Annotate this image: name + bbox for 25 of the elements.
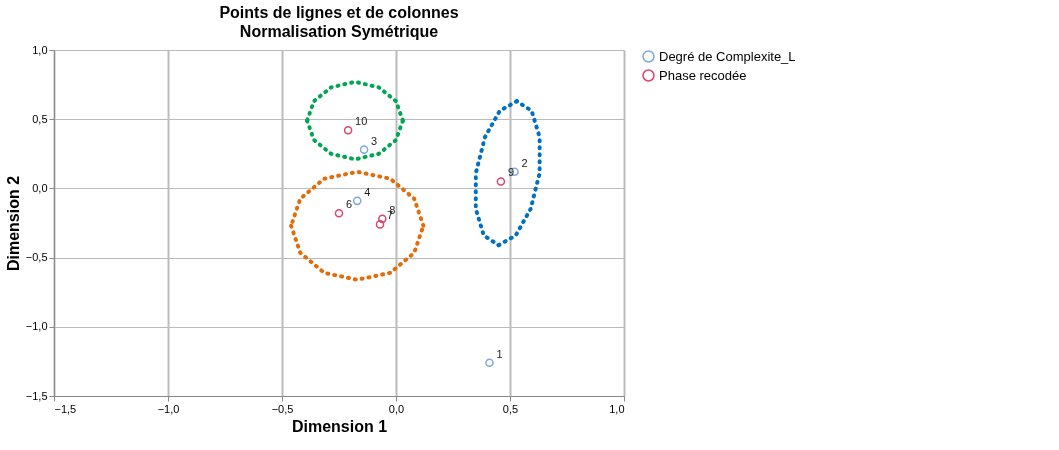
- annotation: 4: [364, 185, 371, 198]
- x-tick-label: −0,5: [271, 402, 294, 415]
- x-axis-title: Dimension 1: [291, 417, 388, 435]
- annotation: 9: [507, 166, 515, 179]
- y-axis-title: Dimension 2: [4, 175, 22, 272]
- y-tick-label: −1,0: [25, 320, 48, 333]
- y-tick-label: 0,0: [32, 181, 48, 194]
- x-tick-label: 1,0: [609, 402, 625, 415]
- annotation: 1: [496, 347, 503, 360]
- annotation: 10: [355, 115, 368, 128]
- y-tick-label: 0,5: [32, 112, 48, 125]
- annotation: 2: [521, 156, 528, 169]
- annotation: 3: [371, 134, 378, 147]
- y-tick-label: −0,5: [25, 251, 48, 264]
- x-tick-label: 0,0: [388, 402, 405, 415]
- chart-title: Points de lignes et de colonnes: [219, 4, 459, 21]
- y-tick-label: 1,0: [32, 43, 48, 56]
- x-tick-label: −1,0: [157, 402, 180, 415]
- annotation: 6: [346, 198, 353, 211]
- y-tick-label: −1,5: [25, 389, 48, 402]
- legend-label: Degré de Complexite_L: [659, 48, 796, 64]
- chart-subtitle: Normalisation Symétrique: [239, 23, 439, 40]
- legend-label: Phase recodée: [659, 67, 747, 83]
- x-tick-label: 0,5: [502, 402, 519, 415]
- x-tick-label: −1,5: [54, 402, 77, 415]
